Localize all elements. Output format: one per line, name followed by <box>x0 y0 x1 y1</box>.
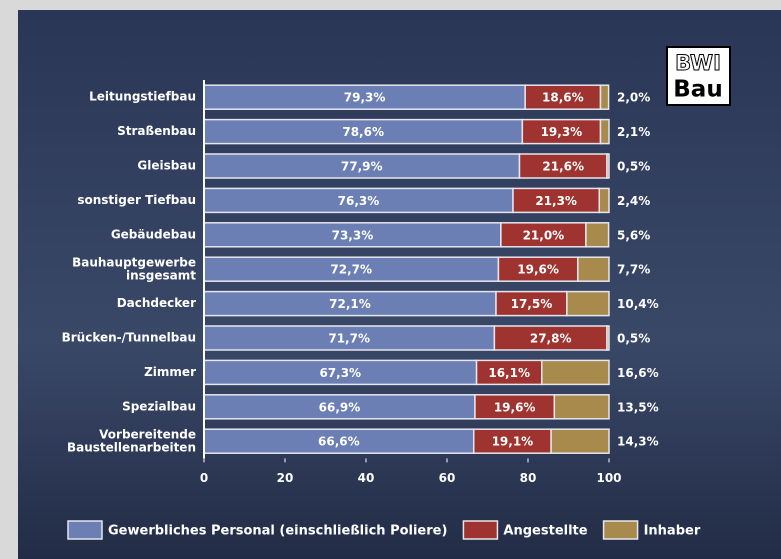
value-label: 17,5% <box>511 297 553 311</box>
value-label: 77,9% <box>341 160 383 174</box>
value-label: 2,4% <box>617 194 650 208</box>
value-label: 10,4% <box>617 297 659 311</box>
value-label: 0,5% <box>617 160 650 174</box>
value-label: 21,3% <box>535 194 577 208</box>
value-label: 27,8% <box>530 332 572 346</box>
value-label: 21,0% <box>523 228 565 242</box>
chart: BWI Bau Leitungstiefbau 79,3% 18,6% 2,0% Str… <box>0 0 781 559</box>
value-label: 76,3% <box>338 194 380 208</box>
value-label: 67,3% <box>319 366 361 380</box>
x-tick-label: 80 <box>520 471 537 485</box>
y-tick-label: Brücken-/Tunnelbau <box>62 331 196 345</box>
y-tick-label: Gleisbau <box>137 159 196 173</box>
legend-swatch <box>604 521 638 539</box>
logo-text: Bau <box>673 77 722 103</box>
value-label: 13,5% <box>617 400 659 414</box>
value-label: 14,3% <box>617 435 659 449</box>
value-label: 2,1% <box>617 125 650 139</box>
bar-segment <box>586 223 609 247</box>
value-label: 18,6% <box>542 91 584 105</box>
value-label: 0,5% <box>617 332 650 346</box>
x-tick-label: 0 <box>200 471 208 485</box>
value-label: 21,6% <box>542 160 584 174</box>
value-label: 79,3% <box>344 91 386 105</box>
logo-text: BWI <box>675 51 721 75</box>
bar-segment <box>607 154 609 178</box>
value-label: 73,3% <box>332 228 374 242</box>
value-label: 78,6% <box>342 125 384 139</box>
value-label: 66,9% <box>319 400 361 414</box>
bar-segment <box>567 292 609 316</box>
value-label: 16,6% <box>617 366 659 380</box>
bar-segment <box>600 85 608 109</box>
bar-segment <box>551 429 609 453</box>
legend-label: Inhaber <box>644 524 701 539</box>
x-tick-label: 40 <box>358 471 375 485</box>
value-label: 5,6% <box>617 228 650 242</box>
bar-segment <box>542 360 609 384</box>
x-tick-label: 20 <box>277 471 294 485</box>
x-tick-label: 60 <box>439 471 456 485</box>
value-label: 72,1% <box>329 297 371 311</box>
legend-label: Angestellte <box>503 524 587 539</box>
logo: BWI Bau <box>667 47 730 105</box>
bar-segment <box>554 395 609 419</box>
value-label: 66,6% <box>318 435 360 449</box>
bar-segment <box>599 188 609 212</box>
y-tick-label: Gebäudebau <box>111 227 196 241</box>
value-label: 16,1% <box>488 366 530 380</box>
y-tick-label: Spezialbau <box>122 399 196 413</box>
value-label: 7,7% <box>617 263 650 277</box>
value-label: 19,6% <box>494 400 536 414</box>
y-tick-label: Zimmer <box>144 365 196 379</box>
bar-segment <box>607 326 609 350</box>
value-label: 19,3% <box>541 125 583 139</box>
legend-swatch <box>463 521 497 539</box>
y-tick-label: Leitungstiefbau <box>89 90 196 104</box>
value-label: 2,0% <box>617 91 650 105</box>
y-tick-label: Dachdecker <box>117 296 196 310</box>
x-tick-label: 100 <box>596 471 621 485</box>
bar-segment <box>600 120 609 144</box>
value-label: 72,7% <box>330 263 372 277</box>
value-label: 19,6% <box>517 263 559 277</box>
bar-segment <box>578 257 609 281</box>
y-tick-label: Straßenbau <box>117 124 196 138</box>
value-label: 19,1% <box>492 435 534 449</box>
y-tick-label: sonstiger Tiefbau <box>77 193 196 207</box>
value-label: 71,7% <box>328 332 370 346</box>
legend-label: Gewerbliches Personal (einschließlich Po… <box>108 524 447 539</box>
legend-swatch <box>68 521 102 539</box>
